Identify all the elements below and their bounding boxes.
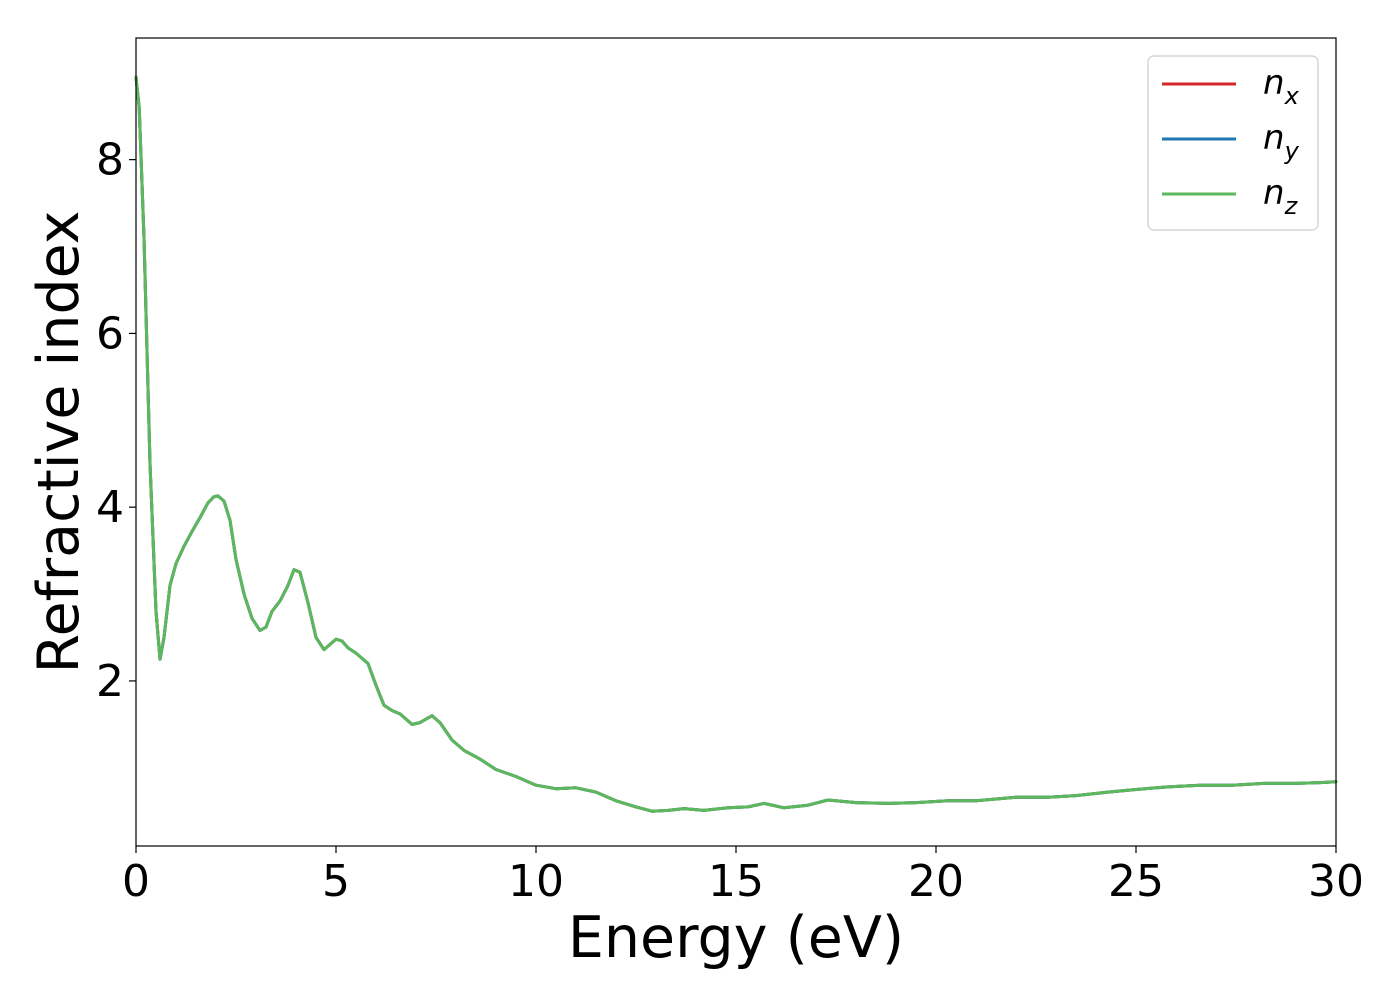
y-axis-ticks: 2 4 6 8 [96, 135, 136, 707]
plot-area [136, 38, 1336, 846]
y-tick-label: 2 [96, 656, 124, 707]
legend-label-x: nx [1263, 63, 1300, 110]
legend-label-z: nz [1263, 173, 1299, 220]
x-tick-label: 0 [122, 856, 150, 907]
y-tick-label: 4 [96, 482, 124, 533]
x-tick-label: 25 [1108, 856, 1164, 907]
x-tick-label: 5 [322, 856, 350, 907]
y-tick-label: 8 [96, 135, 124, 186]
series-layer [134, 75, 1338, 813]
x-tick-label: 30 [1308, 856, 1364, 907]
legend: nx ny nz [1147, 55, 1319, 231]
x-axis-title: Energy (eV) [568, 905, 904, 971]
legend-entries: nx ny nz [1162, 63, 1300, 220]
x-axis-ticks: 0 5 10 15 20 25 30 [122, 846, 1364, 907]
x-tick-label: 10 [508, 856, 564, 907]
legend-label-y: ny [1263, 118, 1300, 165]
y-axis-title: Refractive index [26, 211, 92, 674]
x-tick-label: 20 [908, 856, 964, 907]
x-tick-label: 15 [708, 856, 764, 907]
y-tick-label: 6 [96, 308, 124, 359]
legend-box [1147, 55, 1319, 231]
series-line-n-z [134, 75, 1338, 813]
